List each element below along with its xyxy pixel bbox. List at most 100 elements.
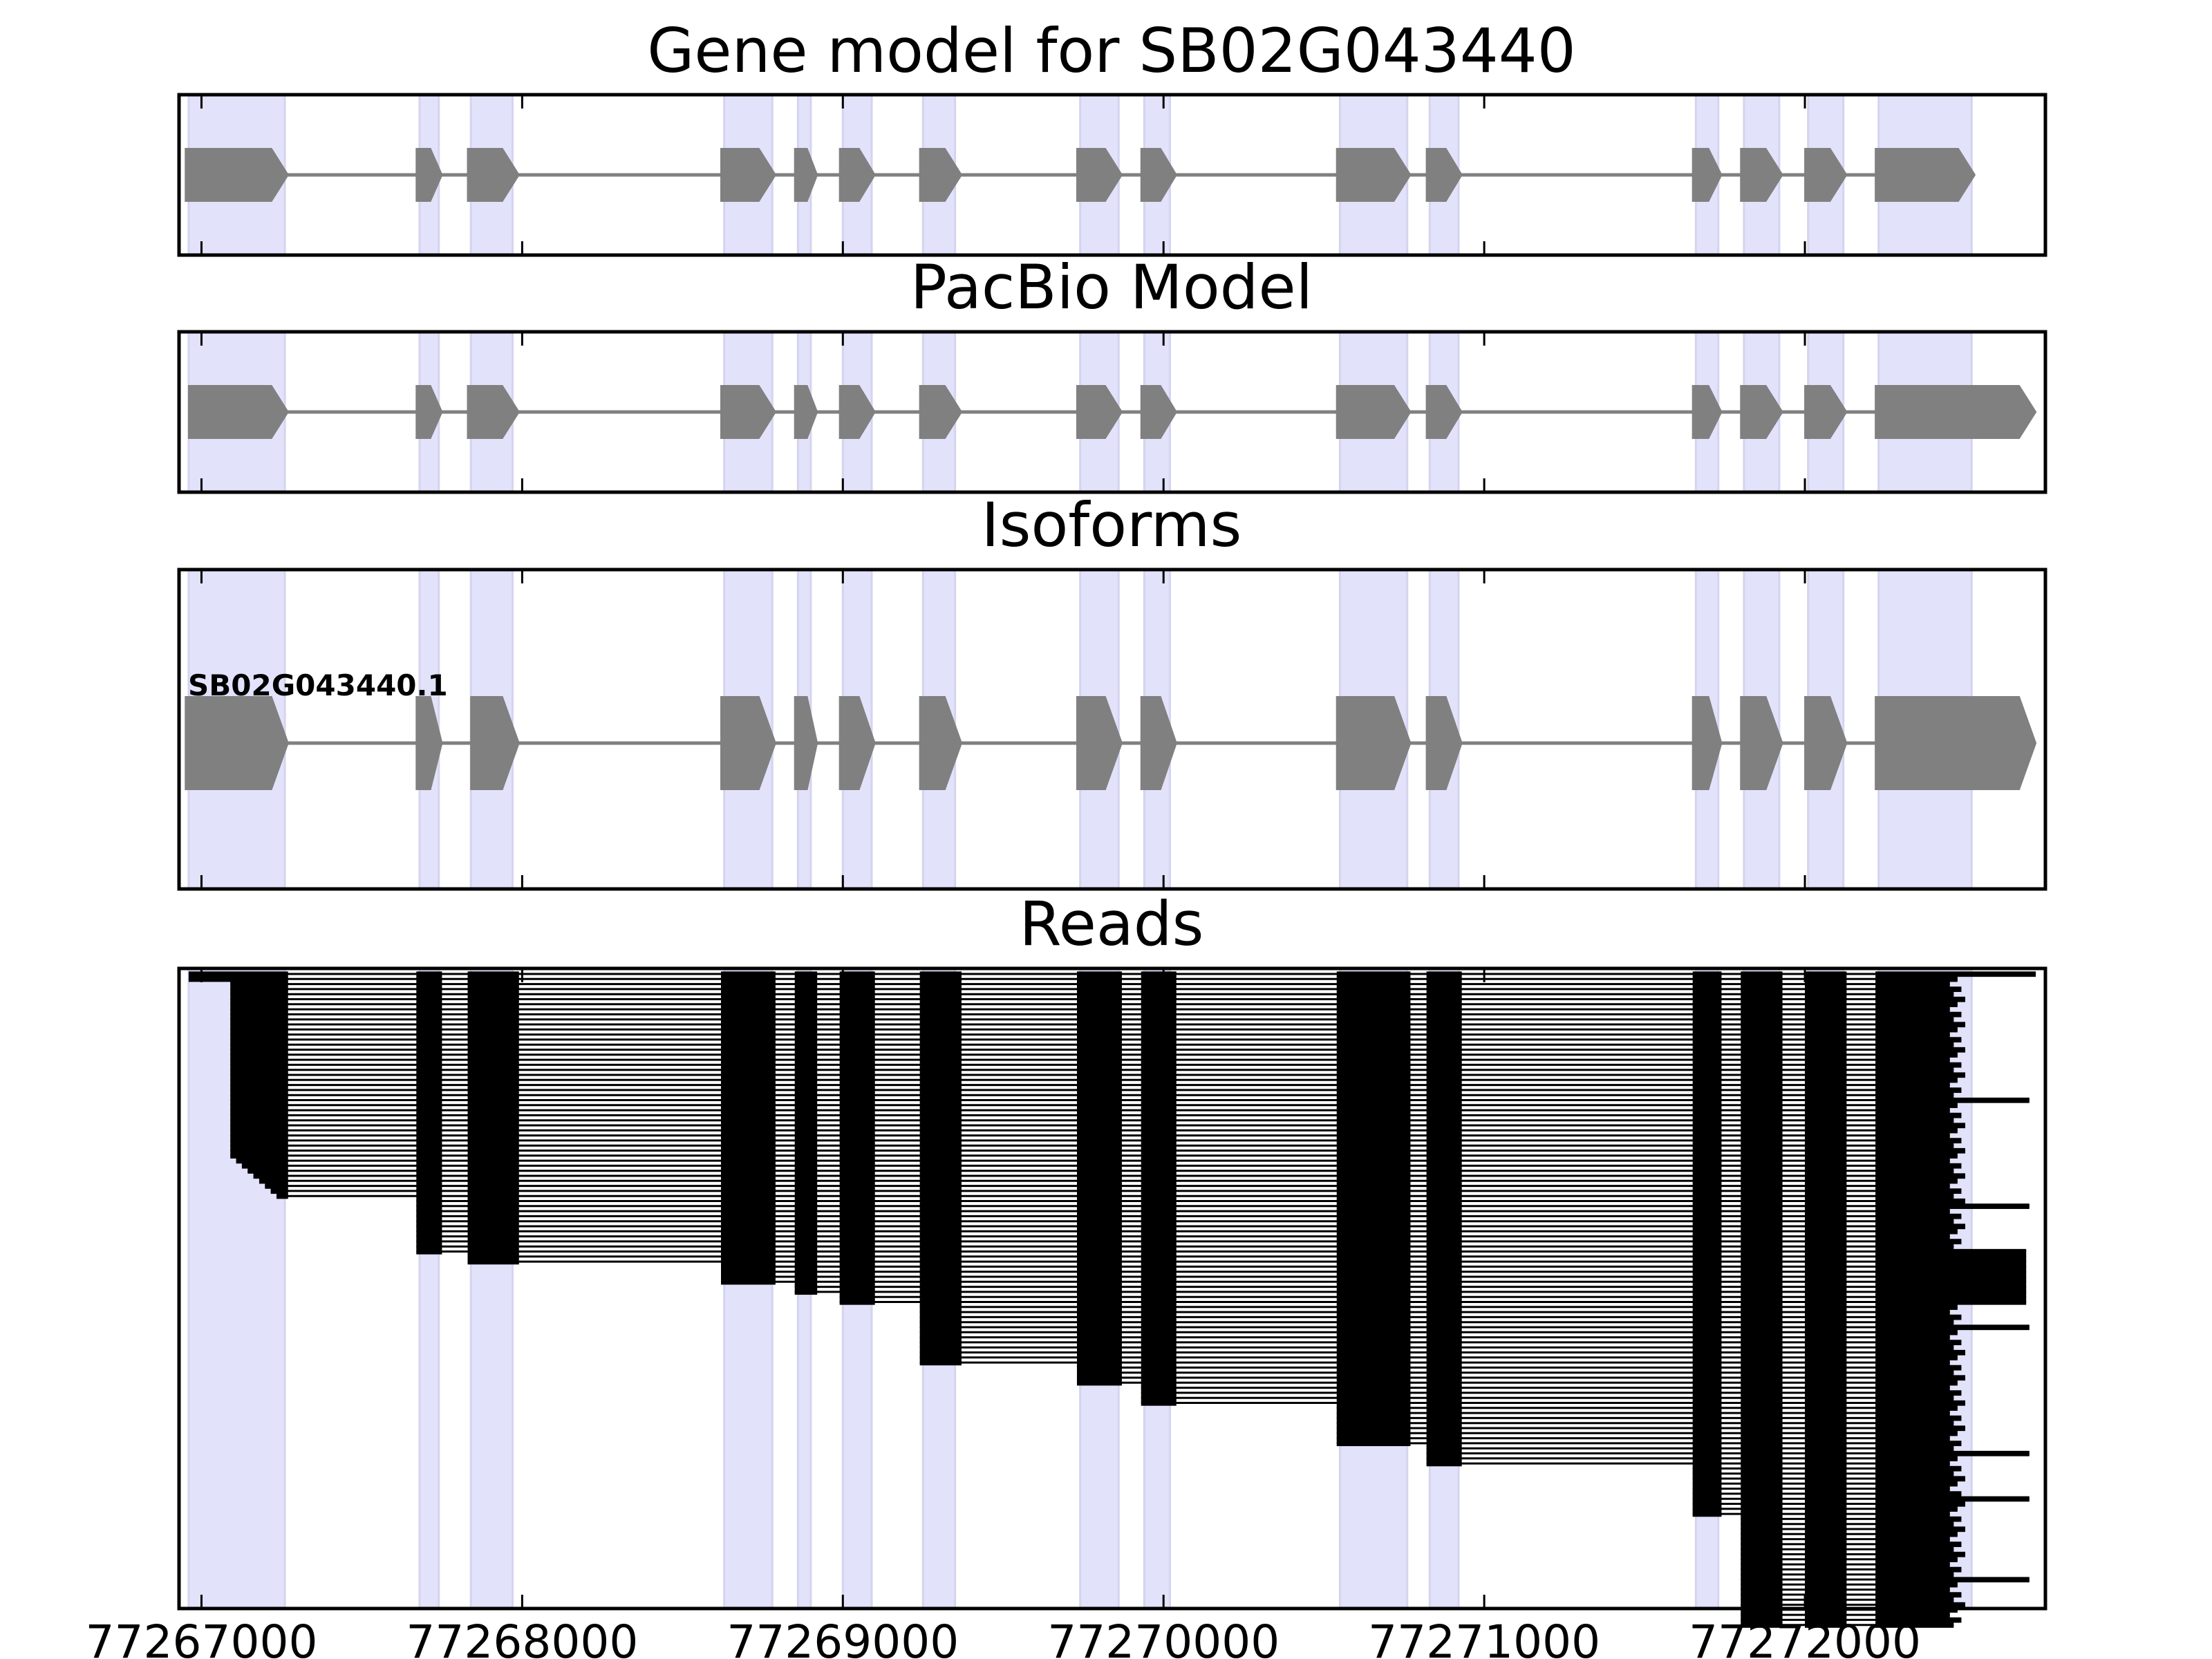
- read-exon: [1805, 976, 1847, 982]
- read-exon: [1692, 1213, 1722, 1219]
- read-exon: [1076, 1052, 1122, 1058]
- read-exon: [1805, 1067, 1847, 1073]
- read-exon: [794, 1168, 818, 1174]
- read-exon: [794, 1082, 818, 1088]
- read-exon: [721, 1011, 776, 1018]
- read-exon: [467, 991, 519, 997]
- read-exon: [1426, 1415, 1462, 1421]
- x-tick-label: 77270000: [1047, 1615, 1280, 1659]
- exon-block: [1691, 148, 1723, 202]
- read-exon: [794, 1002, 818, 1007]
- read-exon: [467, 1213, 519, 1219]
- read-exon: [1141, 1163, 1177, 1169]
- read-exon: [839, 1002, 875, 1007]
- read-exon: [416, 1118, 442, 1123]
- read-exon: [1336, 1294, 1411, 1300]
- read-exon: [1741, 1143, 1783, 1149]
- read-exon: [1692, 1097, 1722, 1103]
- read-exon: [1076, 1037, 1122, 1043]
- read-exon: [416, 1067, 442, 1073]
- read-exon: [721, 971, 776, 977]
- read-exon: [1692, 1284, 1722, 1290]
- read-exon: [839, 1022, 875, 1028]
- read-exon: [721, 1127, 776, 1134]
- read-exon: [467, 1027, 519, 1033]
- panel-frame: [177, 568, 2047, 891]
- read-exon: [1692, 1092, 1722, 1098]
- read-exon: [1741, 1203, 1783, 1209]
- exon-block: [1335, 696, 1412, 790]
- read-exon: [1741, 1309, 1783, 1315]
- read-exon: [721, 1269, 776, 1275]
- read-exon: [1805, 1239, 1847, 1245]
- read-exon: [794, 1188, 818, 1194]
- read-exon: [1692, 981, 1722, 987]
- read-exon: [1875, 1586, 1950, 1593]
- read-exon: [1805, 1294, 1847, 1300]
- read-exon: [1875, 1269, 2027, 1275]
- read-exon: [1805, 1248, 1847, 1255]
- read-exon: [1692, 1421, 1722, 1426]
- read-exon: [467, 1163, 519, 1169]
- read-exon: [1076, 1173, 1122, 1179]
- read-exon: [721, 1006, 776, 1013]
- read-exon: [721, 1239, 776, 1245]
- exon-block: [415, 385, 443, 439]
- read-exon: [1141, 1314, 1177, 1320]
- read-exon: [416, 1123, 442, 1129]
- read-exon: [919, 1320, 962, 1325]
- exon-block: [1804, 696, 1848, 790]
- read-exon: [1741, 1456, 1783, 1461]
- read-exon: [1875, 1395, 1954, 1401]
- read-exon: [1741, 1173, 1783, 1179]
- read-exon: [1692, 1027, 1722, 1033]
- read-exon: [1741, 1022, 1783, 1028]
- read-exon: [1875, 1566, 1962, 1573]
- read-exon: [919, 1072, 962, 1078]
- read-exon: [1336, 971, 1411, 977]
- read-exon: [721, 1077, 776, 1083]
- read-exon: [416, 1198, 442, 1204]
- read-exon: [1336, 1031, 1411, 1038]
- read-exon: [467, 1224, 519, 1230]
- read-exon: [1426, 981, 1462, 987]
- read-exon: [1875, 1143, 1954, 1149]
- read-exon: [230, 1072, 288, 1078]
- read-exon: [794, 976, 818, 982]
- read-exon: [1805, 1450, 1847, 1456]
- read-exon: [1741, 1233, 1783, 1239]
- read-exon: [1741, 986, 1783, 993]
- read-exon: [1141, 1299, 1177, 1305]
- read-exon: [1741, 1521, 1783, 1527]
- read-exon: [1336, 1385, 1411, 1391]
- read-exon: [1875, 1118, 1954, 1123]
- read-exon: [1692, 1385, 1722, 1391]
- read-exon: [1141, 1320, 1177, 1325]
- read-exon: [1336, 1264, 1411, 1270]
- read-exon: [1741, 1602, 1783, 1608]
- read-exon: [1426, 1103, 1462, 1108]
- read-exon: [1875, 1450, 2030, 1456]
- read-exon: [230, 1087, 288, 1094]
- read-exon: [1741, 1355, 1783, 1360]
- read-exon: [839, 1168, 875, 1174]
- read-exon: [1875, 1057, 1950, 1063]
- read-exon: [1426, 1320, 1462, 1325]
- read-exon: [1805, 1118, 1847, 1123]
- read-exon: [1875, 1002, 1958, 1007]
- read-exon: [1426, 1430, 1462, 1436]
- read-exon: [1875, 1208, 1950, 1215]
- read-exon: [794, 1011, 818, 1018]
- read-exon: [794, 1254, 818, 1259]
- read-exon: [467, 1153, 519, 1159]
- read-exon: [1076, 1132, 1122, 1138]
- read-exon: [230, 1112, 288, 1118]
- read-exon: [416, 1042, 442, 1048]
- read-exon: [1875, 1244, 1954, 1250]
- read-exon: [467, 1203, 519, 1209]
- read-exon: [1076, 1103, 1122, 1108]
- read-exon: [467, 1158, 519, 1164]
- read-exon: [1692, 1400, 1722, 1406]
- read-exon: [1426, 1289, 1462, 1295]
- read-exon: [1805, 1027, 1847, 1033]
